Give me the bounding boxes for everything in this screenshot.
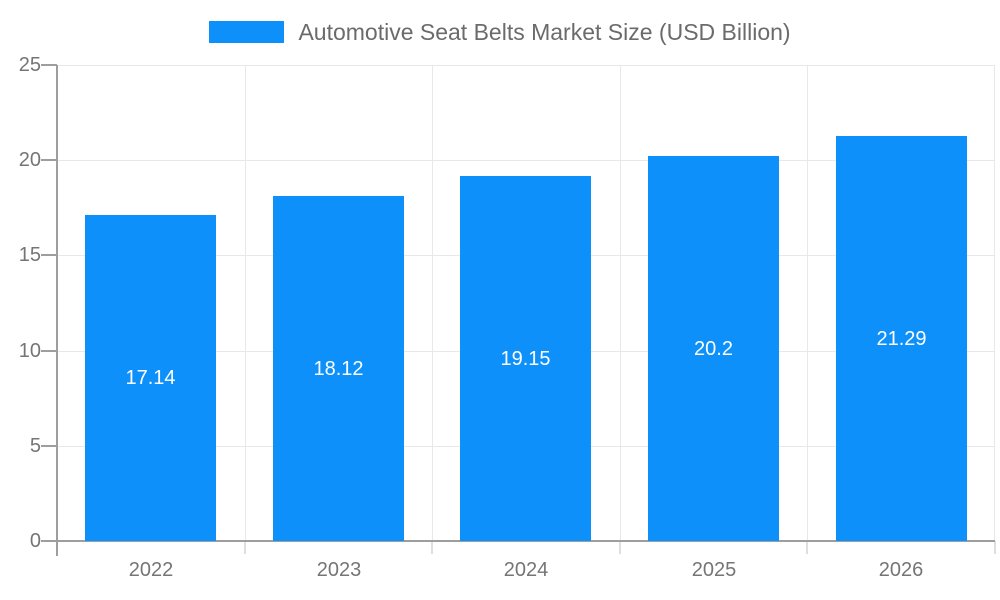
y-axis-tick <box>41 350 57 352</box>
bar <box>273 196 404 541</box>
bar <box>836 136 967 541</box>
x-axis-tick <box>994 541 996 554</box>
x-axis-tick <box>806 541 808 554</box>
y-axis-tick <box>41 64 57 66</box>
bar <box>460 176 591 541</box>
y-tick-label: 10 <box>18 340 41 362</box>
bar-value-label: 17.14 <box>125 367 176 389</box>
bar <box>648 156 779 541</box>
y-tick-label: 5 <box>29 435 41 457</box>
y-axis-line <box>56 65 58 556</box>
y-tick-label: 15 <box>18 244 41 266</box>
y-axis-tick <box>41 445 57 447</box>
gridline-horizontal <box>57 160 995 161</box>
y-axis-tick <box>41 540 57 542</box>
chart-legend: Automotive Seat Belts Market Size (USD B… <box>0 10 1000 54</box>
x-tick-label: 2026 <box>878 559 924 581</box>
bar-value-label: 18.12 <box>313 358 364 380</box>
y-tick-label: 25 <box>18 54 41 76</box>
x-tick-label: 2022 <box>128 559 174 581</box>
gridline-vertical <box>620 65 621 541</box>
y-axis-tick <box>41 159 57 161</box>
y-tick-label: 0 <box>29 530 41 552</box>
x-axis-line <box>57 540 995 542</box>
bar-value-label: 19.15 <box>500 348 551 370</box>
legend-swatch <box>209 21 285 43</box>
x-tick-label: 2023 <box>316 559 362 581</box>
bar-value-label: 20.2 <box>694 338 733 360</box>
x-tick-label: 2024 <box>503 559 549 581</box>
x-axis-tick <box>431 541 433 554</box>
gridline-vertical <box>994 65 995 541</box>
x-axis-tick <box>244 541 246 554</box>
plot-area: 0 5 10 15 20 25 17.14 2022 18.12 2023 19.15 2024 20.… <box>19 54 996 581</box>
gridline-horizontal <box>57 65 995 66</box>
bar-value-label: 21.29 <box>876 328 927 350</box>
y-axis-tick <box>41 254 57 256</box>
x-axis-tick <box>619 541 621 554</box>
gridline-vertical <box>245 65 246 541</box>
gridline-vertical <box>807 65 808 541</box>
y-tick-label: 20 <box>18 149 41 171</box>
bar <box>85 215 216 541</box>
x-tick-label: 2025 <box>691 559 737 581</box>
gridline-vertical <box>432 65 433 541</box>
chart-title: Automotive Seat Belts Market Size (USD B… <box>298 18 791 45</box>
